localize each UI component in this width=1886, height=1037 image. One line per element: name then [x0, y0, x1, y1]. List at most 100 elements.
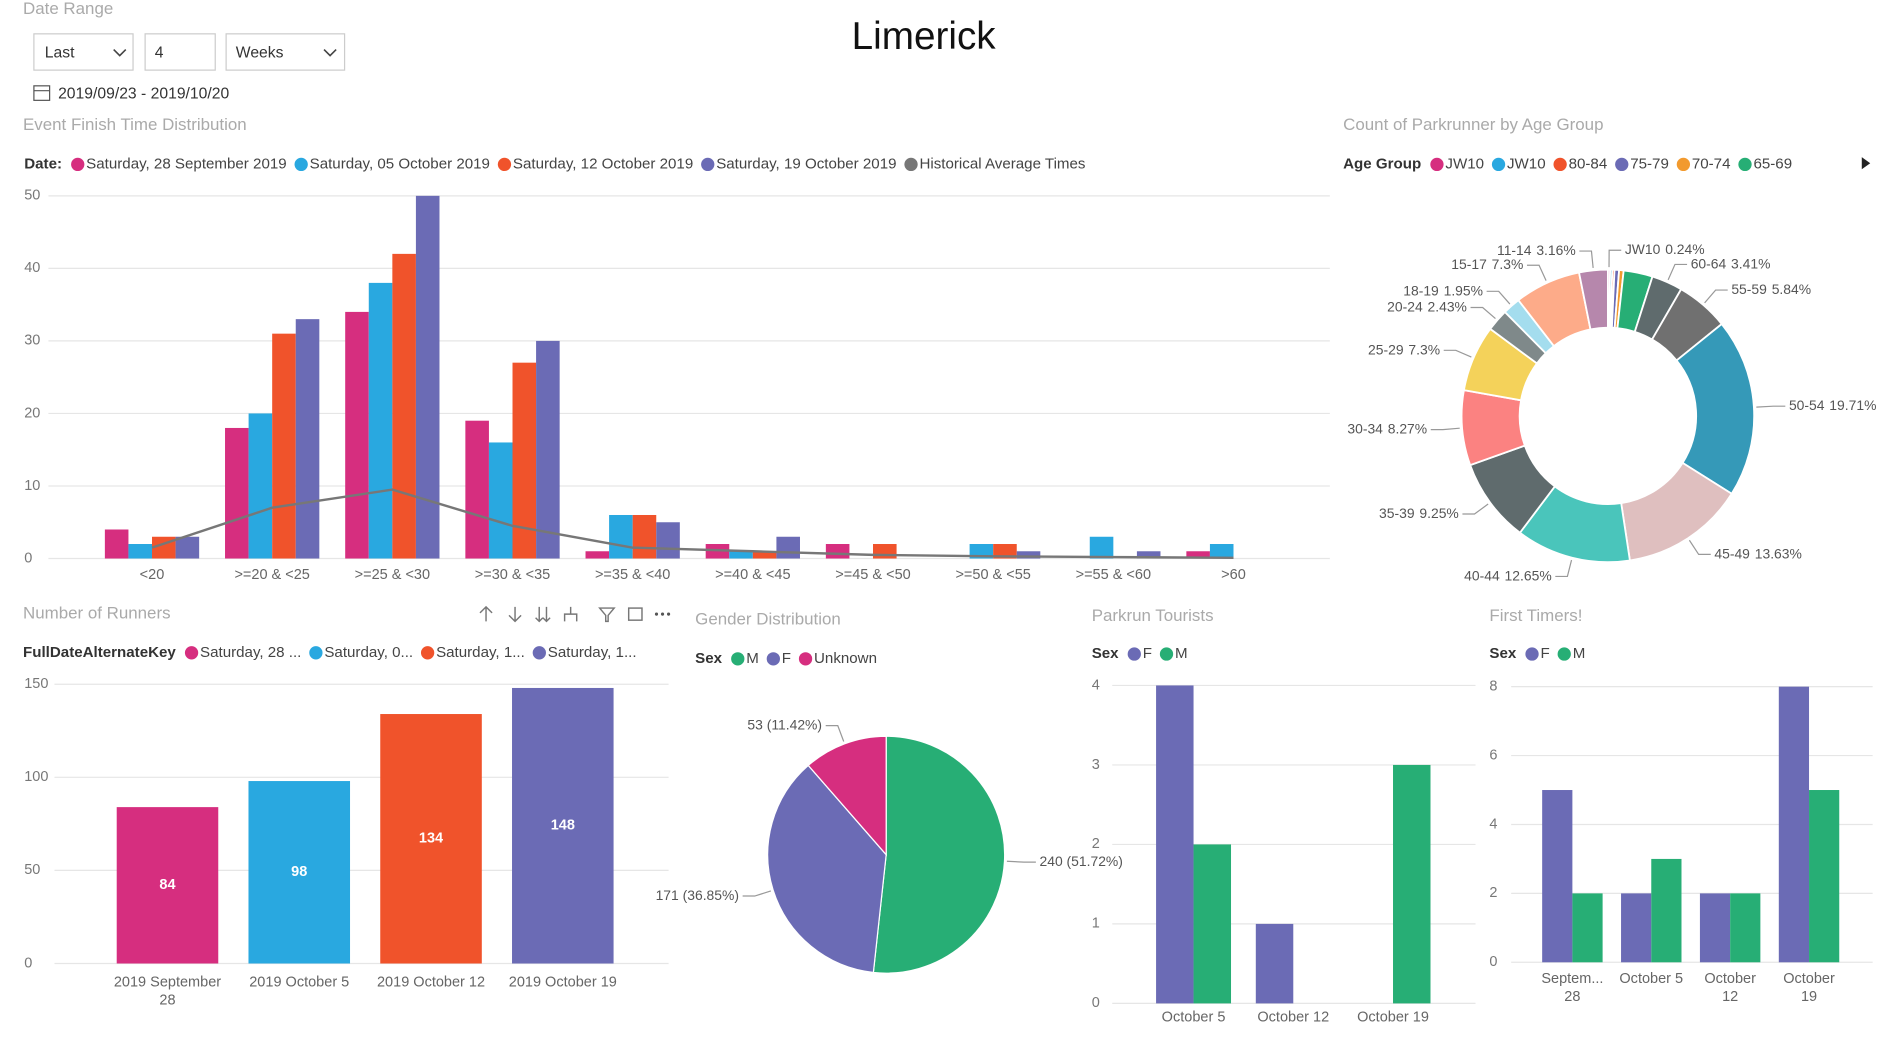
x-label-box: October 5 — [1162, 1008, 1226, 1025]
more-options[interactable] — [654, 612, 671, 616]
leader-line — [1688, 539, 1711, 555]
leader-line — [825, 725, 845, 742]
slice-category: JW10 — [1625, 241, 1661, 257]
line — [151, 488, 1234, 559]
dropdown-value[interactable]: Last — [45, 44, 75, 61]
bar — [1621, 893, 1652, 963]
y-tick-label: 150 — [24, 676, 48, 692]
x-tick-label: 2019 October 19 — [508, 973, 617, 991]
dropdown-box[interactable] — [225, 33, 346, 71]
chart-title: Parkrun Tourists — [1092, 606, 1214, 625]
input-box[interactable] — [144, 33, 216, 71]
unit-dropdown[interactable]: Weeks — [225, 33, 346, 71]
legend-marker — [904, 157, 918, 172]
slice — [767, 764, 887, 974]
bar — [248, 781, 351, 964]
dropdown-value[interactable]: Weeks — [236, 44, 284, 61]
bar — [295, 319, 320, 559]
slice — [872, 735, 1006, 974]
y-tick-label: 8 — [1489, 678, 1497, 694]
x-label-box: 2019 October 19 — [508, 973, 617, 991]
bar — [993, 544, 1017, 559]
bar — [729, 551, 753, 559]
slice-value: 12.65% — [1505, 567, 1552, 583]
bar — [380, 714, 482, 964]
expand-icon[interactable] — [535, 606, 551, 623]
count-input[interactable]: 4 — [144, 33, 216, 71]
slice-label: JW10 0.24% — [1625, 241, 1705, 257]
bar — [1393, 764, 1431, 1004]
legend-marker — [309, 646, 323, 660]
slice-category: 50-54 — [1789, 397, 1825, 413]
x-label-box: >=50 & <55 — [955, 566, 1030, 583]
x-label-box: >=30 & <35 — [475, 566, 550, 583]
dot[interactable] — [667, 612, 671, 616]
chevron[interactable] — [113, 49, 127, 57]
filter-icon[interactable] — [598, 607, 616, 623]
slice-category: 60-64 — [1691, 255, 1727, 271]
x-label-box: Septem... 28 — [1541, 970, 1603, 1005]
slice-value: 8.27% — [1388, 420, 1427, 436]
x-tick-label: October 12 — [1257, 1008, 1330, 1026]
y-tick-label: 1 — [1092, 916, 1100, 932]
slice-value: 53 (11.42%) — [747, 716, 822, 732]
legend-marker — [1159, 647, 1174, 661]
x-tick-label: >=35 & <40 — [594, 565, 671, 583]
leader-line — [742, 890, 772, 897]
slice-value: 1.95% — [1444, 282, 1483, 298]
slice-label: 11-14 3.16% — [1497, 242, 1576, 258]
x-label-box: >=25 & <30 — [354, 565, 431, 583]
x-tick-label: October 12 — [1704, 969, 1756, 1005]
leader-line — [1704, 289, 1728, 304]
drill-up-icon[interactable] — [479, 605, 493, 622]
x-label-box: <20 — [140, 566, 165, 583]
calendar-frame[interactable] — [33, 85, 51, 101]
bar — [1186, 551, 1210, 559]
slice-category: 35-39 — [1379, 505, 1415, 521]
legend-label: M — [1573, 645, 1586, 662]
leader-line — [1006, 860, 1036, 863]
drill-down-icon[interactable] — [508, 606, 522, 623]
data-label: 134 — [419, 831, 443, 847]
y-tick-label: 30 — [24, 333, 40, 349]
slice-label: 60-64 3.41% — [1691, 255, 1771, 271]
focus-icon[interactable] — [627, 607, 643, 621]
x-label-box: October 19 — [1783, 970, 1835, 1005]
input-value[interactable]: 4 — [155, 44, 164, 61]
chevron[interactable] — [323, 49, 337, 57]
x-tick-label: >=25 & <30 — [354, 565, 431, 583]
x-label-box: >=35 & <40 — [594, 565, 671, 583]
legend-title: Age Group — [1343, 155, 1421, 172]
legend-title: Sex — [1092, 645, 1119, 662]
bar — [825, 544, 850, 559]
dot[interactable] — [660, 612, 665, 616]
hierarchy-icon[interactable] — [563, 606, 578, 622]
slice-value: 7.3% — [1492, 256, 1524, 272]
legend-marker — [1738, 157, 1752, 172]
slice-label: 25-29 7.3% — [1368, 341, 1440, 357]
legend-scroll-arrow[interactable] — [1861, 157, 1871, 170]
period-dropdown[interactable]: Last — [33, 33, 134, 71]
legend-label: F — [782, 650, 791, 667]
legend-label: Saturday, 28 ... — [200, 644, 301, 661]
legend-label: Saturday, 05 October 2019 — [310, 155, 490, 172]
slice-value: 5.84% — [1772, 281, 1811, 297]
dot[interactable] — [654, 612, 659, 616]
y-tick-label: 3 — [1092, 757, 1100, 773]
bar — [1699, 893, 1731, 963]
legend-title: FullDateAlternateKey — [23, 644, 176, 661]
bar — [128, 544, 153, 559]
y-tick-label: 4 — [1092, 677, 1100, 693]
bar — [512, 362, 537, 559]
y-tick-label: 0 — [1489, 954, 1497, 970]
y-tick-label: 50 — [24, 188, 40, 204]
legend-label: Saturday, 19 October 2019 — [716, 155, 896, 172]
bar — [225, 427, 249, 559]
slice-value: 19.71% — [1829, 397, 1876, 413]
legend-label: 80-84 — [1569, 155, 1608, 172]
leader-line — [1462, 503, 1489, 515]
calendar-icon[interactable] — [33, 85, 51, 101]
legend-label: Saturday, 12 October 2019 — [513, 155, 693, 172]
legend-label: JW10 — [1507, 155, 1546, 172]
bar — [104, 529, 129, 559]
